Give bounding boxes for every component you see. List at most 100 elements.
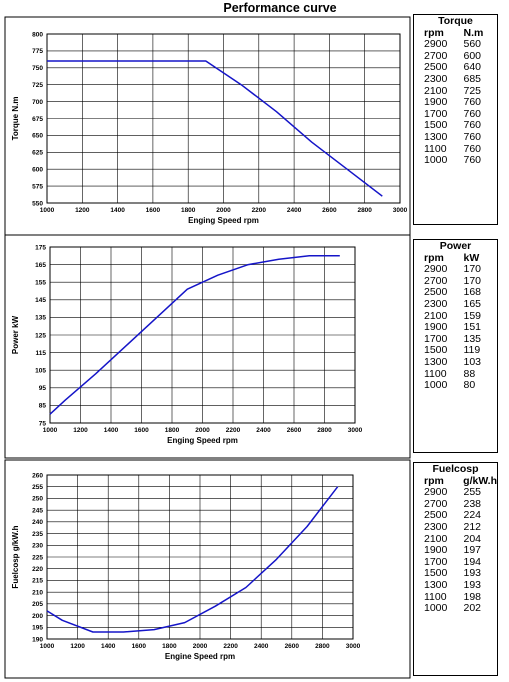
power-table: Power rpm kW 2900 170 2700 170 2500 168 2300 165 21… (413, 239, 498, 453)
torque-table-value-cell: 725 (463, 84, 482, 97)
power-table-value-cell: 151 (463, 321, 482, 334)
power-y-tick-label: 155 (35, 280, 46, 287)
power-y-tick-label: 175 (35, 244, 46, 251)
fuel-table-value-cell: 255 (463, 486, 482, 499)
fuel-table-rpm-cell: 2900 (424, 486, 448, 499)
torque-table-rpm-cell: 1500 (424, 119, 448, 132)
power-table-header: rpm kW (414, 251, 497, 265)
fuel-table-value-cell: 212 (463, 520, 482, 533)
power-y-tick-label: 85 (39, 403, 47, 410)
power-x-tick-label: 1200 (73, 427, 88, 434)
power-table-row: 1300 103 (414, 355, 497, 369)
power-table-value-cell: 80 (463, 379, 476, 392)
power-y-axis-label: Power kW (11, 315, 20, 354)
fuel-table-value-cell: 194 (463, 555, 482, 568)
torque-table-value-cell: 760 (463, 154, 482, 167)
fuel-table-rpm-cell: 2100 (424, 532, 448, 545)
power-table-value-cell: 103 (463, 355, 482, 368)
power-table-row: 1100 88 (414, 368, 497, 381)
power-table-col-value: kW (463, 251, 480, 264)
fuel-y-tick-label: 250 (32, 496, 43, 503)
torque-table-value-cell: 760 (463, 142, 482, 155)
fuel-y-tick-label: 190 (32, 636, 43, 643)
power-table-row: 1000 80 (414, 380, 497, 392)
torque-table-col-value: N.m (463, 26, 484, 39)
fuel-table-rpm-cell: 1300 (424, 578, 448, 591)
torque-table-row: 1100 760 (414, 142, 497, 156)
power-plot-area (49, 246, 356, 424)
fuel-x-tick-label: 1600 (132, 643, 147, 650)
fuel-y-tick-label: 230 (32, 543, 43, 550)
torque-y-tick-label: 675 (32, 116, 43, 123)
fuel-table-row: 1000 202 (414, 603, 497, 615)
torque-y-tick-label: 725 (32, 82, 43, 89)
power-x-tick-label: 2200 (226, 427, 241, 434)
fuel-table-value-cell: 197 (463, 544, 482, 557)
power-x-tick-label: 1400 (104, 427, 119, 434)
fuel-y-tick-label: 215 (32, 578, 43, 585)
torque-table-title: Torque (438, 15, 473, 27)
power-table-rpm-cell: 2700 (424, 274, 448, 287)
power-x-tick-label: 3000 (348, 427, 363, 434)
power-chart: 1000 1200 1400 1600 1800 2000 2200 2400 2600 2800… (4, 234, 411, 459)
fuel-table-row: 1500 193 (414, 568, 497, 580)
fuel-x-tick-label: 2800 (315, 643, 330, 650)
page-title: Performance curve (223, 1, 337, 15)
power-y-tick-label: 95 (39, 385, 47, 392)
power-x-tick-label: 2600 (287, 427, 302, 434)
torque-table-rpm-cell: 2100 (424, 84, 448, 97)
fuel-table-row: 2100 204 (414, 532, 497, 546)
torque-table-header: rpm N.m (414, 26, 497, 40)
power-table-row: 2300 165 (414, 297, 497, 311)
torque-x-tick-label: 2600 (322, 207, 337, 214)
fuel-table-row: 2900 255 (414, 487, 497, 499)
power-table-row: 2500 168 (414, 287, 497, 299)
fuel-table-value-cell: 198 (463, 590, 482, 603)
fuel-x-tick-label: 1200 (70, 643, 85, 650)
torque-y-tick-label: 600 (32, 167, 43, 174)
power-table-row: 2700 170 (414, 274, 497, 288)
power-table-rpm-cell: 1300 (424, 355, 448, 368)
torque-table-value-cell: 760 (463, 107, 482, 120)
torque-x-tick-label: 1200 (75, 207, 90, 214)
power-x-tick-label: 1000 (43, 427, 58, 434)
fuel-y-tick-label: 255 (32, 484, 43, 491)
power-table-row: 1500 119 (414, 345, 497, 357)
fuel-y-tick-label: 220 (32, 566, 43, 573)
fuel-table-row: 2500 224 (414, 510, 497, 522)
power-y-tick-label: 75 (39, 420, 47, 427)
torque-table-rpm-cell: 2300 (424, 72, 448, 85)
torque-table-row: 2100 725 (414, 84, 497, 98)
power-table-value-cell: 135 (463, 332, 482, 345)
fuel-x-tick-label: 2000 (193, 643, 208, 650)
fuel-x-tick-label: 1400 (101, 643, 116, 650)
power-table-rpm-cell: 2500 (424, 286, 448, 299)
power-table-rpm-cell: 2900 (424, 263, 448, 276)
fuel-table-col-value: g/kW.h (463, 474, 497, 487)
torque-chart-frame (4, 16, 411, 240)
power-y-tick-label: 145 (35, 297, 46, 304)
power-table-row: 2900 170 (414, 264, 497, 276)
fuel-y-tick-label: 260 (32, 472, 43, 479)
fuel-table-row: 2300 212 (414, 520, 497, 534)
torque-x-tick-label: 2800 (357, 207, 372, 214)
fuel-table-value-cell: 202 (463, 602, 482, 615)
torque-y-tick-label: 800 (32, 31, 43, 38)
torque-table-value-cell: 760 (463, 130, 482, 143)
torque-x-axis-label: Enging Speed rpm (188, 216, 259, 225)
fuel-y-tick-label: 235 (32, 531, 43, 538)
torque-table-row: 2300 685 (414, 72, 497, 86)
torque-table-value-cell: 600 (463, 49, 482, 62)
fuel-table-value-cell: 193 (463, 578, 482, 591)
fuel-table-header: rpm g/kW.h (414, 474, 497, 488)
fuel-y-axis-label: Fuelcosp g/kW.h (11, 525, 20, 588)
fuel-table-rpm-cell: 2500 (424, 509, 448, 522)
power-table-row: 2100 159 (414, 310, 497, 323)
power-chart-frame (4, 234, 411, 459)
torque-y-tick-label: 750 (32, 65, 43, 72)
torque-x-tick-label: 3000 (393, 207, 408, 214)
power-table-rpm-cell: 1000 (424, 379, 448, 392)
fuel-table-rpm-cell: 1700 (424, 555, 448, 568)
torque-table-rpm-cell: 1700 (424, 107, 448, 120)
power-table-rpm-cell: 2300 (424, 297, 448, 310)
